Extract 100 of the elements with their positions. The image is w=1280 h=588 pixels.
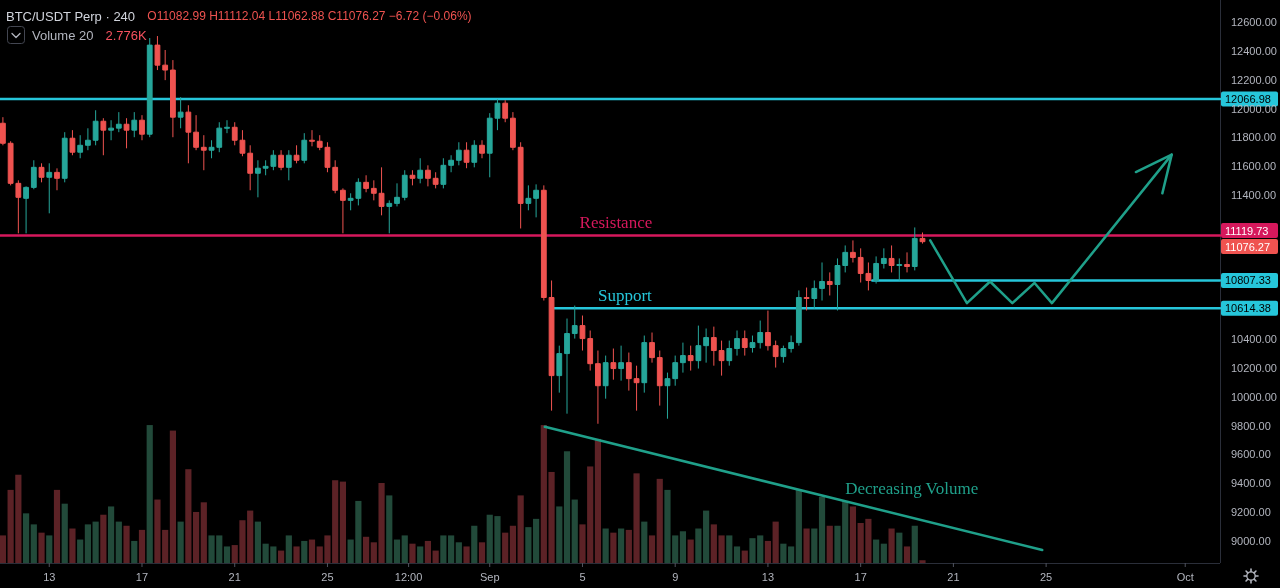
- candlestick: [100, 117, 107, 156]
- candlestick: [556, 345, 563, 394]
- candlestick: [340, 187, 346, 234]
- bar: [818, 496, 826, 563]
- candlestick: [502, 99, 509, 123]
- candlestick: [139, 114, 145, 141]
- bar: [517, 495, 524, 563]
- x-tick-label: 17: [135, 571, 149, 583]
- candlestick: [911, 226, 918, 271]
- candlestick: [177, 96, 184, 129]
- x-tick-label: 13: [761, 571, 775, 583]
- annotation: Support: [597, 286, 653, 306]
- bar: [308, 539, 316, 563]
- bar: [873, 539, 880, 563]
- bar: [138, 529, 146, 563]
- bar: [641, 521, 648, 563]
- candlestick: [765, 310, 771, 352]
- candlestick: [363, 174, 369, 193]
- bar: [146, 425, 153, 563]
- bar: [602, 528, 609, 563]
- bar: [401, 535, 408, 563]
- candlestick: [788, 335, 795, 354]
- candlestick: [656, 350, 663, 407]
- data-label: 10807.33: [1225, 274, 1271, 287]
- x-tick-label: 17: [854, 571, 867, 583]
- candlestick: [0, 116, 6, 146]
- bar: [363, 536, 370, 563]
- bar: [0, 535, 6, 563]
- candlestick: [154, 35, 161, 71]
- bar: [687, 539, 694, 563]
- bar: [741, 550, 748, 563]
- candlestick: [819, 261, 825, 302]
- bar: [695, 528, 702, 563]
- bar: [177, 521, 184, 563]
- candlestick: [880, 247, 887, 270]
- candlestick: [888, 244, 895, 273]
- candlestick: [649, 332, 655, 364]
- bar: [77, 539, 84, 563]
- candlestick: [162, 49, 169, 81]
- candlestick: [394, 182, 400, 207]
- y-tick-label: 11400.00: [1231, 189, 1277, 202]
- bar: [594, 438, 602, 563]
- y-tick-label: 9400.00: [1231, 477, 1271, 490]
- candlestick: [463, 141, 470, 169]
- candlestick: [301, 132, 308, 164]
- candlestick: [455, 141, 462, 166]
- candlestick: [224, 119, 230, 134]
- candlestick: [285, 149, 292, 181]
- bar: [424, 540, 432, 563]
- bar: [903, 546, 911, 563]
- candlestick: [409, 169, 416, 186]
- bar: [285, 535, 292, 563]
- candlestick: [571, 305, 578, 340]
- bar: [432, 550, 439, 563]
- bar: [301, 540, 308, 563]
- candlestick: [904, 251, 910, 273]
- bar: [563, 451, 571, 563]
- bar: [811, 528, 818, 563]
- bar: [386, 495, 393, 563]
- bar: [880, 543, 887, 563]
- bar: [780, 543, 787, 563]
- x-tick-label: Oct: [1176, 571, 1194, 583]
- candlestick: [703, 327, 710, 364]
- bar: [339, 481, 347, 563]
- x-tick-label: 21: [947, 571, 960, 583]
- bar: [471, 525, 478, 563]
- bar: [478, 542, 486, 563]
- candlestick: [734, 330, 740, 357]
- candlestick: [610, 348, 617, 381]
- bar: [610, 532, 617, 563]
- y-tick-label: 9200.00: [1231, 506, 1271, 519]
- annotation: Resistance: [579, 213, 653, 233]
- candlestick: [69, 129, 76, 156]
- candlestick: [293, 144, 300, 164]
- candlestick: [448, 154, 454, 173]
- candlestick: [850, 239, 856, 263]
- candlestick: [772, 340, 779, 369]
- bar: [169, 430, 176, 563]
- candlestick: [425, 164, 431, 187]
- y-tick-label: 10400.00: [1231, 333, 1277, 346]
- candlestick: [695, 325, 702, 370]
- bar: [764, 540, 772, 563]
- candlestick: [618, 345, 624, 382]
- y-tick-label: 12200.00: [1231, 73, 1277, 86]
- candlestick: [61, 131, 68, 183]
- bar: [733, 546, 741, 563]
- candlestick: [123, 117, 130, 149]
- candlestick: [510, 111, 516, 151]
- bar: [46, 535, 53, 563]
- bar: [107, 506, 115, 563]
- y-tick-label: 12600.00: [1231, 16, 1277, 29]
- bar: [502, 532, 509, 563]
- candlestick: [370, 179, 377, 201]
- data-label: 10614.38: [1225, 302, 1271, 315]
- bar: [115, 521, 122, 563]
- candlestick: [641, 335, 648, 394]
- x-tick-label: Sep: [479, 571, 500, 583]
- candlestick: [77, 134, 84, 159]
- bar: [393, 539, 401, 563]
- candlestick: [378, 166, 385, 216]
